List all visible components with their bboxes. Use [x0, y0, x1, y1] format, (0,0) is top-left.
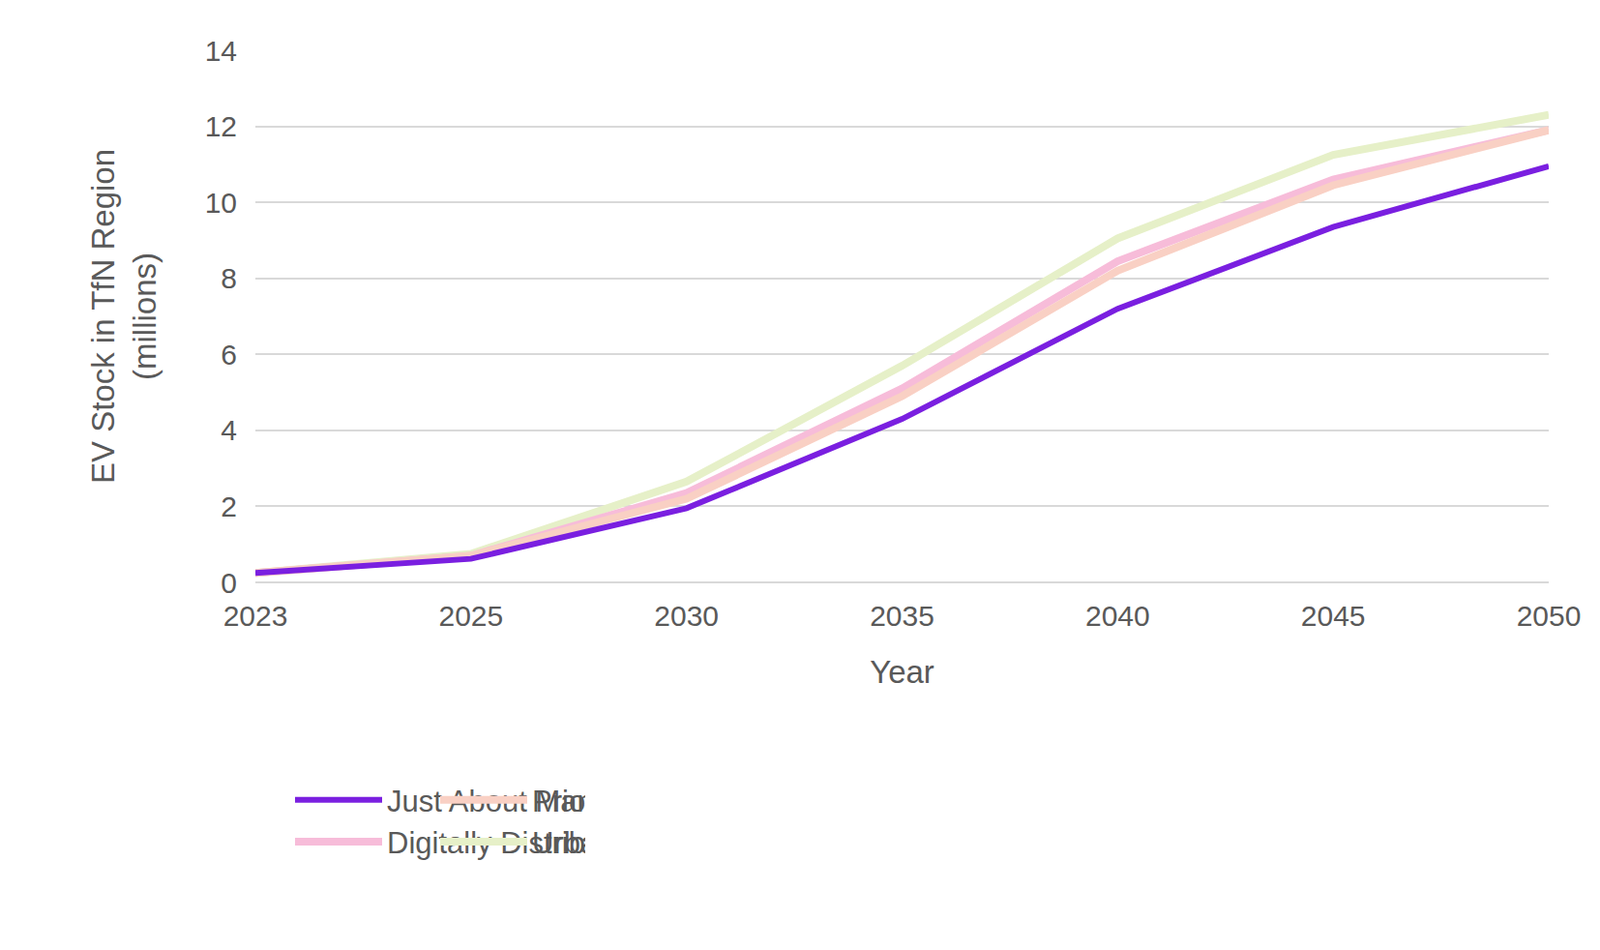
svg-text:2023: 2023 — [223, 599, 289, 632]
svg-text:8: 8 — [220, 262, 238, 295]
svg-text:14: 14 — [205, 34, 238, 67]
svg-text:Urban Zero Carbon: Urban Zero Carbon — [532, 826, 586, 860]
svg-text:12: 12 — [205, 110, 238, 143]
svg-text:2030: 2030 — [653, 599, 719, 632]
svg-text:2: 2 — [220, 490, 238, 523]
svg-text:10: 10 — [205, 186, 238, 219]
svg-text:2040: 2040 — [1085, 599, 1151, 632]
svg-text:4: 4 — [220, 414, 238, 446]
svg-text:0: 0 — [220, 566, 238, 599]
svg-text:2050: 2050 — [1516, 599, 1582, 632]
svg-text:EV Stock in TfN Region(million: EV Stock in TfN Region(millions) — [85, 148, 163, 484]
svg-text:2025: 2025 — [438, 599, 504, 632]
svg-text:Prioritised Places: Prioritised Places — [532, 784, 586, 819]
svg-text:Year: Year — [869, 653, 935, 690]
svg-text:2035: 2035 — [869, 599, 935, 632]
svg-text:6: 6 — [220, 338, 238, 371]
svg-text:2045: 2045 — [1301, 599, 1366, 632]
